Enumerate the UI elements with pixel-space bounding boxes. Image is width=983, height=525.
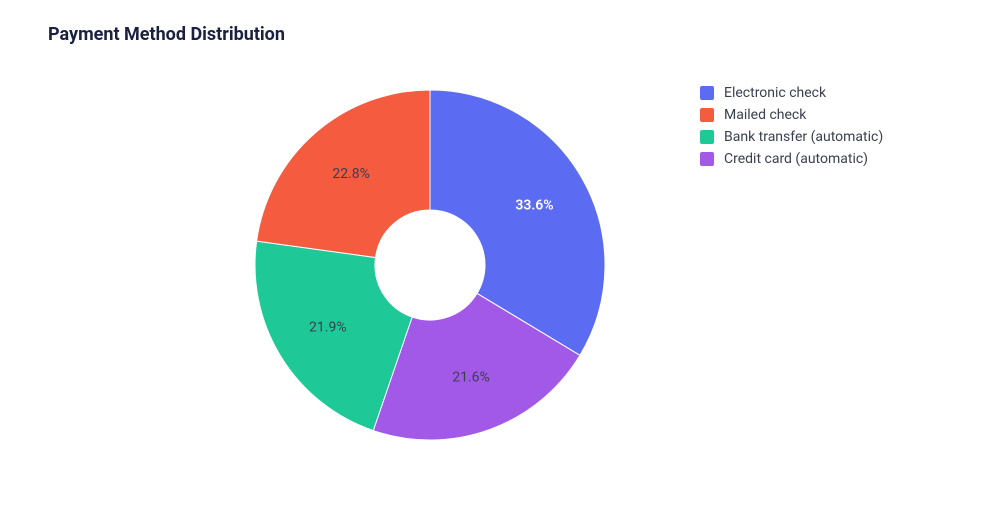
legend-item[interactable]: Mailed check bbox=[700, 107, 883, 123]
legend-swatch bbox=[700, 86, 714, 100]
legend-label: Mailed check bbox=[724, 107, 806, 123]
slice-percent-label: 21.9% bbox=[309, 320, 347, 336]
chart-legend: Electronic check Mailed check Bank transfe… bbox=[700, 85, 883, 173]
legend-item[interactable]: Credit card (automatic) bbox=[700, 151, 883, 167]
legend-label: Electronic check bbox=[724, 85, 826, 101]
donut-chart: 33.6% 21.6% 21.9% 22.8% bbox=[235, 70, 625, 460]
slice-percent-label: 22.8% bbox=[332, 166, 370, 182]
legend-swatch bbox=[700, 130, 714, 144]
legend-label: Bank transfer (automatic) bbox=[724, 129, 883, 145]
legend-label: Credit card (automatic) bbox=[724, 151, 868, 167]
slice-percent-label: 33.6% bbox=[515, 198, 553, 214]
chart-title: Payment Method Distribution bbox=[48, 24, 285, 45]
legend-item[interactable]: Electronic check bbox=[700, 85, 883, 101]
slice-percent-label: 21.6% bbox=[452, 369, 490, 385]
legend-swatch bbox=[700, 108, 714, 122]
legend-swatch bbox=[700, 152, 714, 166]
legend-item[interactable]: Bank transfer (automatic) bbox=[700, 129, 883, 145]
